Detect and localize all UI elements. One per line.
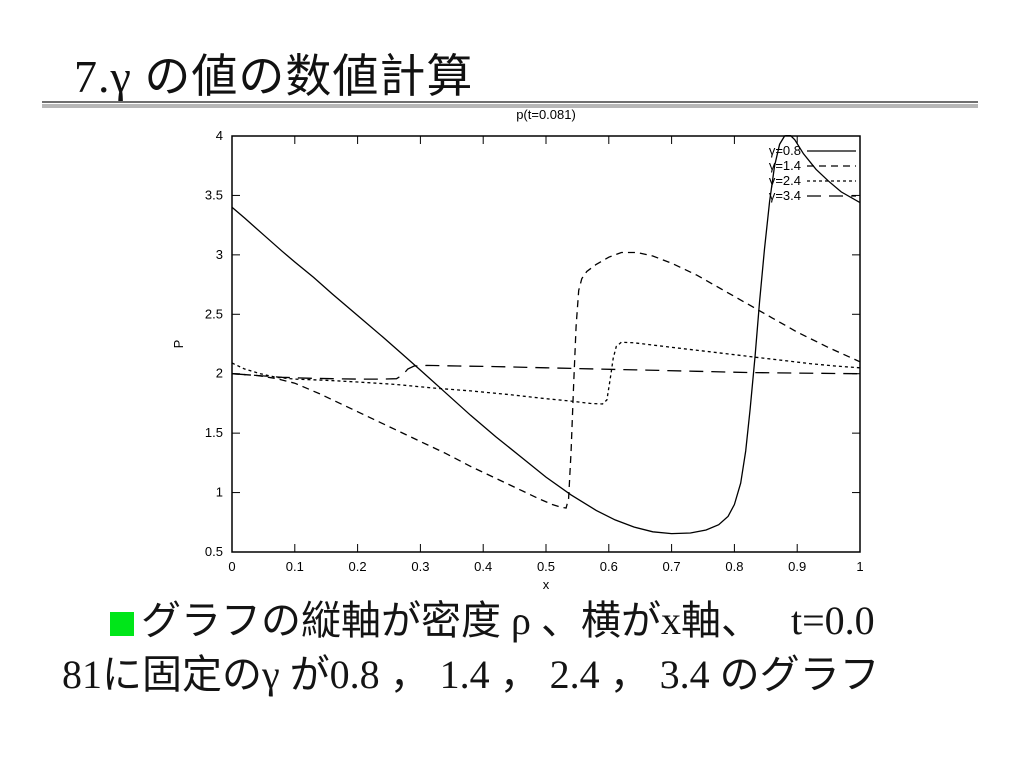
plot-border [231,135,861,553]
legend-label: γ=3.4 [769,188,801,203]
x-tick-label: 0.4 [474,559,492,574]
x-tick-label: 0.1 [286,559,304,574]
series-γ=2.4 [232,341,860,405]
legend-label: γ=1.4 [769,158,801,173]
x-tick-label: 0.8 [725,559,743,574]
x-tick-label: 0.6 [600,559,618,574]
green-bullet-square [110,612,134,636]
y-tick-label: 2 [216,366,223,381]
x-tick-label: 0 [228,559,235,574]
legend-label: γ=2.4 [769,173,801,188]
title-underline-dark-line [42,101,978,103]
title-underline-light-line [42,104,978,108]
x-tick-label: 1 [856,559,863,574]
series-γ=3.4 [232,364,860,380]
y-tick-label: 2.5 [205,306,223,321]
y-tick-label: 4 [216,128,223,143]
chart-svg: p(t=0.081) 0 0.1 0.2 0.3 0.4 0.5 0.6 0.7 0.8 0.9 1 0… [171,107,864,592]
x-axis-label: x [543,577,550,592]
y-tick-label: 3 [216,247,223,262]
y-tick-label: 3.5 [205,187,223,202]
legend-label: γ=0.8 [769,143,801,158]
x-tick-label: 0.2 [349,559,367,574]
x-tick-label: 0.3 [411,559,429,574]
series-γ=1.4 [232,251,860,509]
chart-title: p(t=0.081) [516,107,576,122]
density-line-chart: p(t=0.081) 0 0.1 0.2 0.3 0.4 0.5 0.6 0.7 0.8 0.9 1 0… [171,107,864,592]
y-axis-label: P [171,340,186,349]
x-tick-label: 0.7 [663,559,681,574]
title-underline-rule [42,101,978,108]
series-γ=0.8 [232,135,860,535]
y-tick-label: 0.5 [205,544,223,559]
caption-line-1: グラフの縦軸が密度 ρ 、横がx軸、 t=0.0 [141,598,875,643]
y-tick-label: 1 [216,485,223,500]
x-tick-label: 0.9 [788,559,806,574]
page-title: 7.γ の値の数値計算 [74,51,474,102]
x-tick-label: 0.5 [537,559,555,574]
y-tick-label: 1.5 [205,425,223,440]
caption-line-2: 81に固定のγ が0.8 ， 1.4 ， 2.4 ， 3.4 のグラフ [62,652,880,697]
